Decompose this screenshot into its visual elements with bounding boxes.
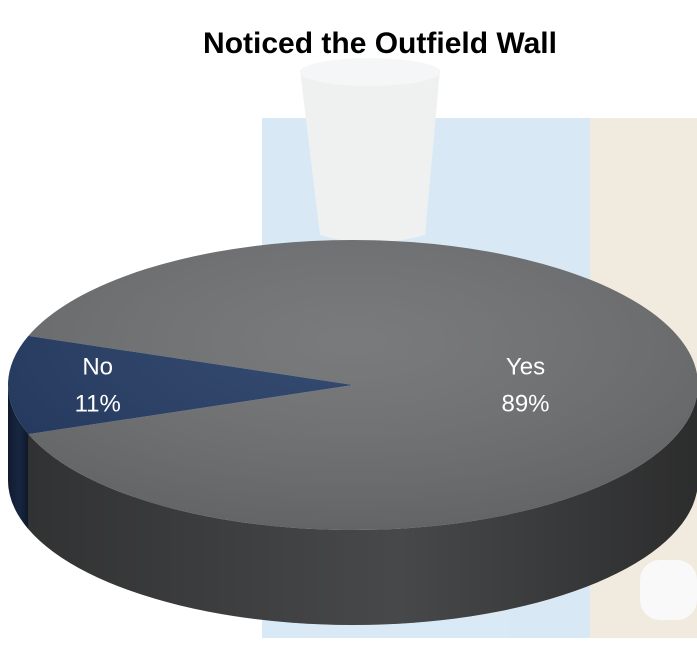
chart-title: Noticed the Outfield Wall <box>203 27 557 60</box>
side-shade <box>28 395 697 625</box>
slice-label: Yes <box>506 353 545 380</box>
top-shade <box>8 240 697 530</box>
slice-value-label: 89% <box>501 390 549 417</box>
slice-label: No <box>82 353 113 380</box>
pie-sides <box>8 385 697 625</box>
slice-value-label: 11% <box>75 390 121 417</box>
pie-tops <box>7 240 697 530</box>
side-shade <box>8 385 29 530</box>
pie: Yes 89% No 11% <box>7 240 697 625</box>
